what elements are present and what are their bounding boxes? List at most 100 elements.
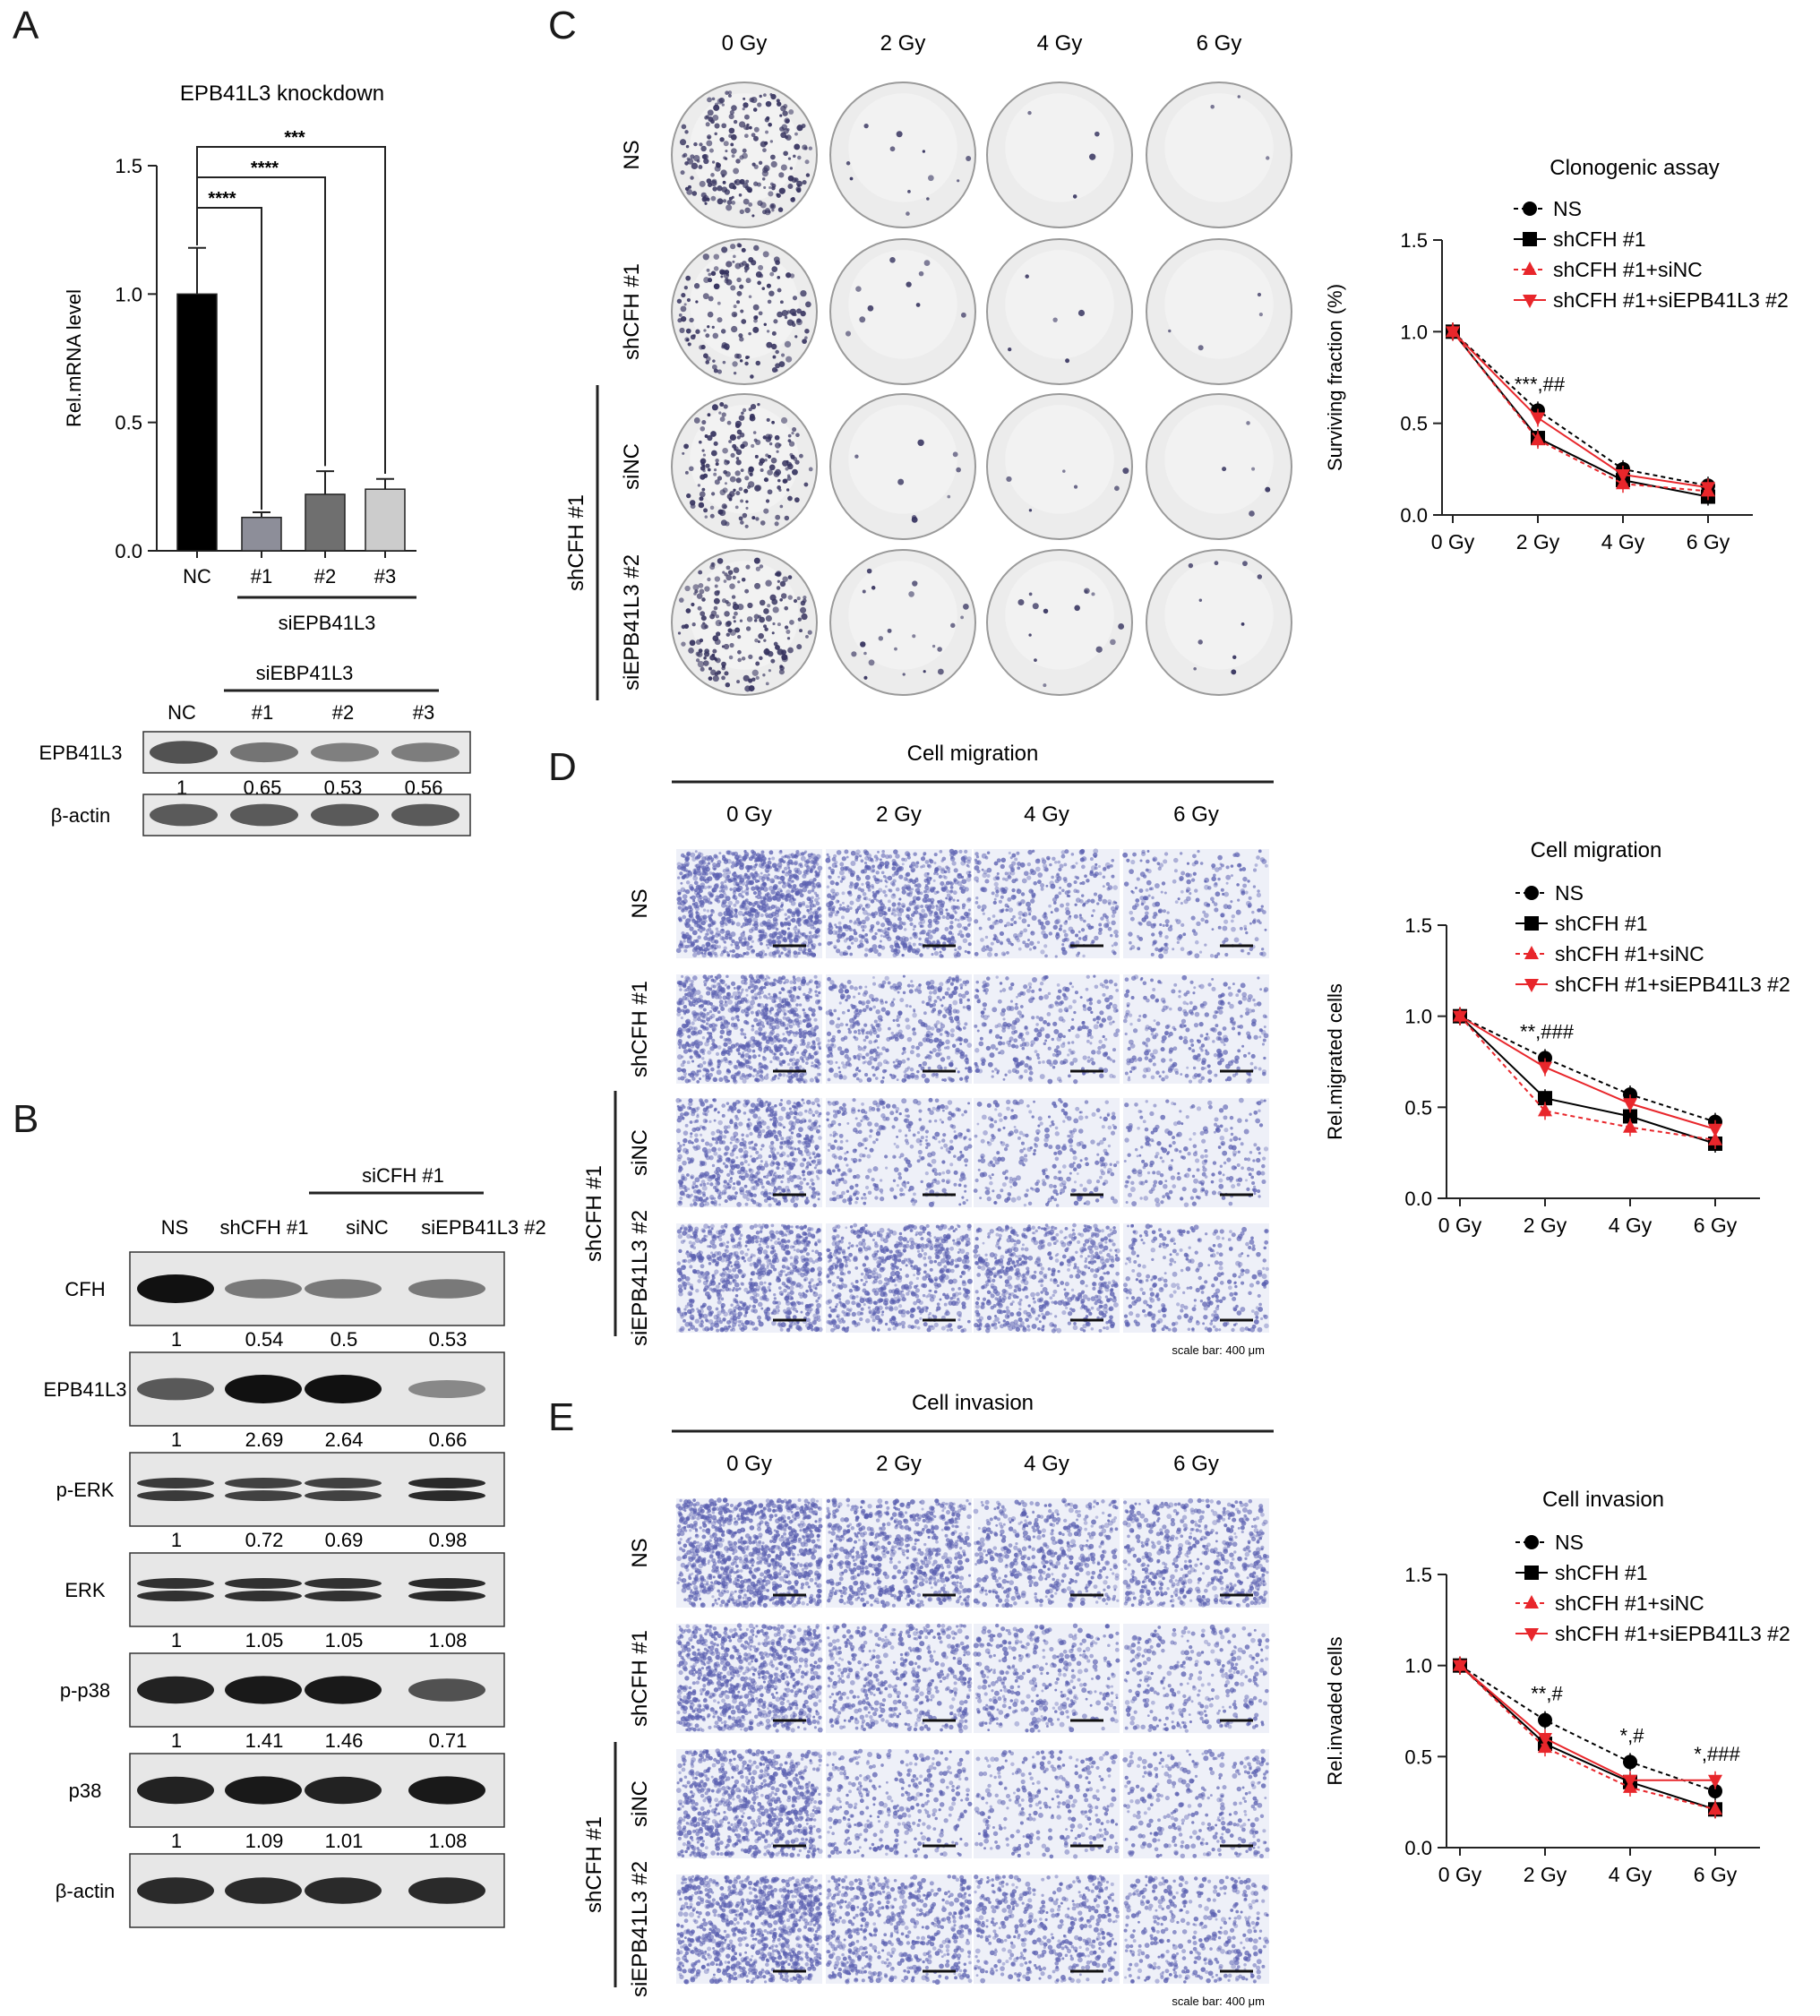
cell-dot (693, 871, 698, 875)
blot-band (305, 1776, 382, 1805)
colony (723, 156, 726, 160)
cell-dot (746, 945, 751, 951)
cell-dot (923, 854, 925, 857)
cell-dot (815, 1065, 819, 1068)
cell-dot (894, 1065, 899, 1070)
cell-dot (813, 855, 819, 862)
cell-dot (976, 905, 982, 909)
cell-dot (744, 884, 749, 888)
cell-dot (815, 901, 820, 906)
cell-dot (811, 1031, 817, 1037)
cell-dot (865, 1004, 870, 1008)
colony (755, 675, 760, 681)
colony (765, 648, 768, 651)
cell-dot (1027, 908, 1033, 914)
colony (878, 636, 884, 641)
cell-dot (738, 874, 743, 879)
cell-dot (882, 889, 887, 894)
colony (780, 593, 787, 599)
cell-dot (949, 1077, 955, 1083)
cell-dot (733, 913, 738, 918)
cell-dot (940, 887, 946, 892)
cell-dot (848, 884, 854, 889)
cell-dot (1194, 888, 1198, 893)
colony (676, 298, 682, 304)
cell-dot (1022, 940, 1026, 945)
cell-dot (729, 949, 733, 953)
cell-dot (721, 901, 725, 905)
colony (1006, 476, 1012, 483)
cell-dot (690, 943, 695, 948)
colony (726, 420, 732, 425)
cell-dot (989, 924, 993, 929)
colony (744, 207, 751, 213)
cell-dot (880, 853, 886, 858)
cell-dot (1230, 919, 1234, 923)
blot-band (225, 1478, 302, 1488)
cell-dot (939, 1033, 943, 1036)
colony (767, 469, 773, 476)
cell-dot (696, 997, 702, 1003)
cell-dot (882, 916, 887, 920)
cell-dot (760, 949, 766, 955)
cell-dot (1051, 875, 1054, 879)
colony (804, 328, 810, 334)
colony (758, 632, 764, 639)
colony (787, 157, 792, 160)
cell-dot (897, 1023, 901, 1027)
cell-dot (683, 868, 688, 872)
cell-dot (909, 1067, 914, 1072)
cell-dot (681, 908, 685, 913)
colony (713, 253, 720, 260)
cell-dot (1140, 902, 1145, 906)
colony (792, 426, 797, 433)
cell-dot (847, 1030, 853, 1034)
cell-dot (809, 903, 815, 908)
colony (777, 311, 783, 318)
cell-dot (1031, 889, 1034, 893)
colony (1114, 485, 1120, 492)
cell-dot (845, 907, 850, 914)
cell-dot (706, 1038, 710, 1043)
cell-dot (957, 873, 963, 879)
blot-band (137, 1490, 214, 1501)
cell-dot (678, 982, 682, 985)
cell-dot (756, 978, 761, 984)
cell-dot (999, 931, 1005, 937)
cell-dot (792, 1007, 798, 1013)
cell-dot (801, 949, 805, 954)
colony (1065, 358, 1070, 364)
cell-dot (837, 1017, 841, 1021)
colony (772, 606, 779, 613)
cell-dot (830, 1054, 834, 1058)
colony (1122, 468, 1129, 475)
cell-dot (891, 909, 897, 914)
cell-dot (901, 1052, 905, 1055)
cell-dot (1004, 871, 1009, 876)
cell-dot (765, 905, 770, 912)
cell-dot (933, 999, 938, 1003)
cell-dot (1075, 939, 1080, 946)
cell-dot (1008, 851, 1011, 855)
colony (727, 93, 732, 98)
cell-dot (805, 869, 810, 873)
cell-dot (711, 1026, 717, 1032)
cell-dot (1013, 921, 1017, 924)
blot-band (305, 1279, 382, 1299)
cell-dot (930, 1026, 935, 1031)
cell-dot (733, 895, 738, 900)
cell-dot (1061, 949, 1068, 956)
colony (689, 466, 694, 472)
cell-dot (1217, 877, 1221, 881)
colony (804, 159, 810, 165)
cell-dot (1022, 914, 1026, 917)
colony (783, 104, 788, 109)
cell-dot (735, 857, 739, 861)
cell-dot (700, 1024, 705, 1029)
cell-dot (680, 1016, 683, 1020)
cell-dot (749, 864, 753, 869)
cell-dot (703, 875, 707, 879)
lane-label: siEPB41L3 #2 (421, 1216, 545, 1239)
colony (774, 434, 780, 441)
colony (752, 431, 757, 434)
